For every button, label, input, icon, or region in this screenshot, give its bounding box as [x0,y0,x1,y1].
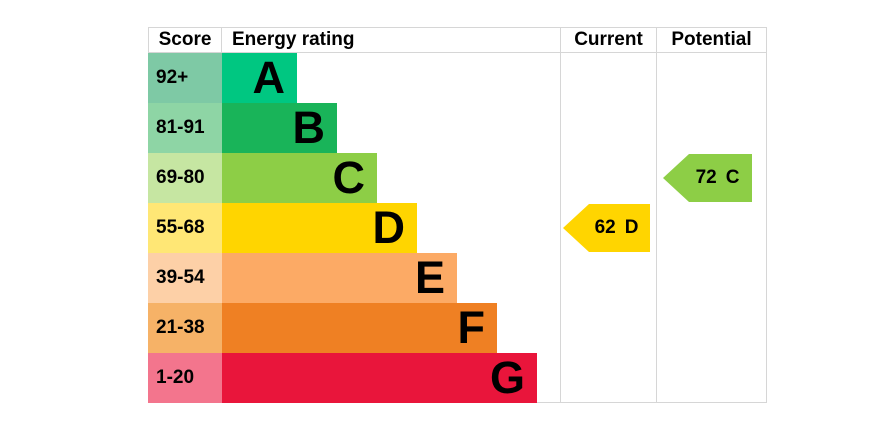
potential-rating-band: C [725,167,740,188]
band-bar-d: D [222,203,417,253]
band-row-c: 69-80 C [148,153,766,203]
band-bar-a: A [222,53,297,103]
band-row-d: 55-68 D [148,203,766,253]
potential-rating-value: 72 [695,167,717,188]
band-row-e: 39-54 E [148,253,766,303]
band-row-b: 81-91 B [148,103,766,153]
header-potential: Potential [671,29,752,50]
band-row-a: 92+ A [148,53,766,103]
current-rating-band: D [624,217,639,238]
table-top-border [148,27,767,28]
band-bar-g: G [222,353,537,403]
band-letter-c: C [332,152,366,203]
band-letter-a: A [252,52,286,103]
potential-column-left-border [656,27,657,403]
band-score-b: 81-91 [148,103,222,153]
band-score-e: 39-54 [148,253,222,303]
header-score: Score [158,29,212,50]
current-rating-value: 62 [594,217,616,238]
band-score-f: 21-38 [148,303,222,353]
header-bottom-border [148,52,767,53]
potential-rating-arrow: 72 C [663,154,752,202]
band-row-g: 1-20 G [148,353,766,403]
band-row-f: 21-38 F [148,303,766,353]
score-column-divider [221,27,222,53]
band-bar-f: F [222,303,497,353]
header-energy-rating: Energy rating [232,29,355,50]
band-letter-f: F [457,302,486,353]
band-score-d: 55-68 [148,203,222,253]
band-letter-e: E [414,252,445,303]
band-letter-d: D [372,202,406,253]
band-score-g: 1-20 [148,353,222,403]
header-left-border [148,27,149,53]
band-letter-g: G [489,352,525,403]
band-bar-e: E [222,253,457,303]
current-column-left-border [560,27,561,403]
band-bar-c: C [222,153,377,203]
header-current: Current [574,29,643,50]
band-letter-b: B [292,102,326,153]
table-right-border [766,27,767,403]
band-score-c: 69-80 [148,153,222,203]
band-score-a: 92+ [148,53,222,103]
band-bar-b: B [222,103,337,153]
